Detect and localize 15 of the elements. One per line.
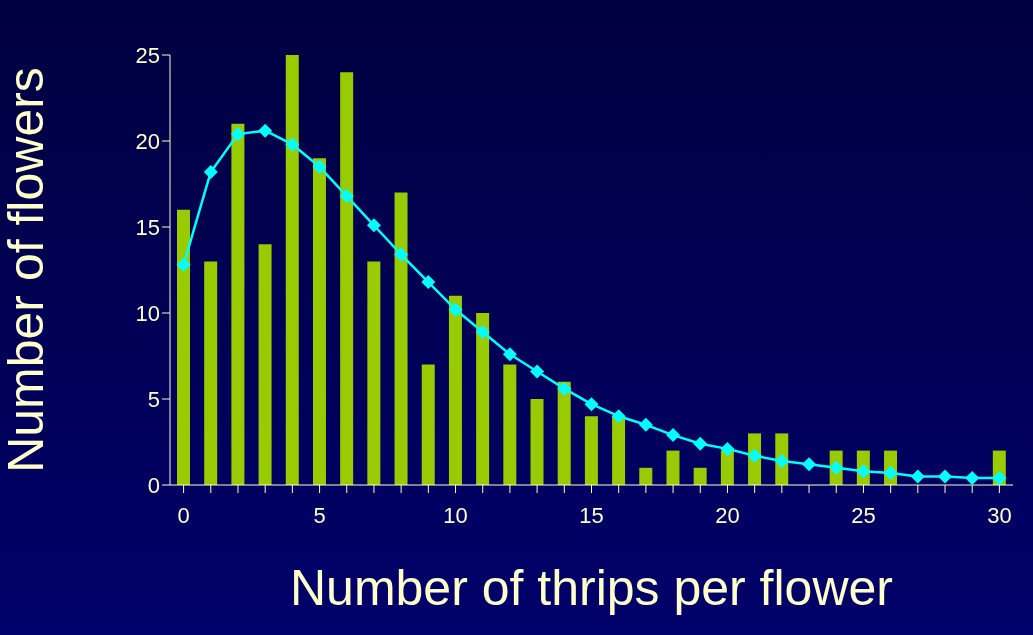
- y-tick-label: 0: [147, 472, 160, 498]
- y-axis-title: Number of flowers: [0, 67, 54, 473]
- x-tick-label: 30: [987, 502, 1012, 528]
- y-tick-label: 25: [135, 42, 160, 68]
- x-tick-label: 10: [443, 502, 468, 528]
- x-tick-label: 20: [715, 502, 740, 528]
- x-tick-label: 15: [579, 502, 604, 528]
- x-axis-title: Number of thrips per flower: [289, 560, 894, 616]
- y-tick-label: 15: [135, 214, 160, 240]
- x-tick-label: 25: [851, 502, 876, 528]
- x-tick-label: 0: [177, 502, 190, 528]
- y-tick-label: 20: [135, 128, 160, 154]
- x-tick-label: 5: [313, 502, 326, 528]
- y-tick-label: 5: [147, 386, 160, 412]
- y-tick-label: 10: [135, 300, 160, 326]
